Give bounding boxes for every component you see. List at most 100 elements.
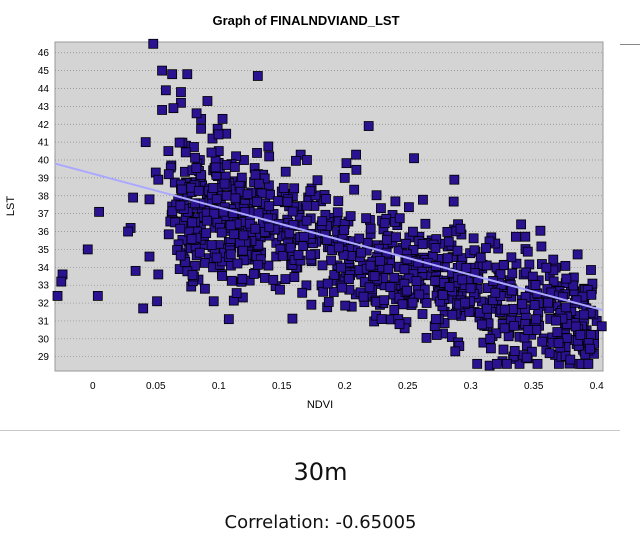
data-point [170,217,181,228]
data-point [186,234,197,244]
data-point [288,219,299,230]
data-point [305,186,316,197]
data-point [459,297,470,308]
data-point [326,255,336,266]
data-point [260,273,270,283]
data-point [506,252,517,263]
data-point [495,269,506,280]
data-point [444,282,455,292]
data-point [332,207,343,218]
data-point [321,194,331,204]
data-point [509,346,520,356]
data-point [578,309,589,320]
data-point [431,330,442,340]
data-point [144,251,155,262]
data-point [531,314,541,325]
y-tick-label: 31 [38,316,50,327]
data-point [333,196,344,206]
data-point [572,249,583,260]
data-point [383,263,394,274]
data-point [379,218,390,229]
data-point [144,194,155,205]
y-tick-label: 36 [38,227,50,238]
data-point [280,166,291,177]
data-point [229,229,239,240]
data-point [317,216,328,227]
data-point [498,260,509,271]
data-point [469,245,480,256]
data-point [517,298,528,309]
data-point [584,343,595,354]
data-point [176,87,186,97]
data-point [420,218,431,229]
data-point [264,201,275,212]
data-point [252,196,262,207]
data-point [363,121,374,131]
data-point [52,291,63,301]
data-point [328,287,339,297]
data-point [548,276,559,287]
data-point [130,265,141,276]
data-point [56,276,67,287]
data-point [287,206,298,217]
data-point [485,333,496,344]
data-point [527,271,538,282]
data-point [354,233,365,244]
data-point [194,247,205,258]
data-point [407,297,418,308]
data-point [202,96,213,106]
data-point [238,230,249,241]
y-tick-label: 46 [38,48,50,59]
data-point [302,200,312,211]
data-point [511,258,522,269]
data-point [226,275,237,286]
data-point [450,346,461,357]
data-point [264,222,275,233]
data-point [259,173,270,184]
data-point [211,252,222,263]
y-tick-label: 35 [38,245,50,256]
y-axis-label: LST [5,196,17,216]
data-point [299,231,309,242]
data-point [543,297,554,308]
data-point [187,270,198,280]
data-point [404,202,414,213]
data-point [242,189,253,200]
data-point [419,284,430,295]
data-point [537,336,548,347]
data-point [529,300,540,310]
data-point [250,223,261,234]
data-point [443,236,454,247]
data-point [571,295,582,306]
data-point [232,258,243,269]
data-point [411,276,422,287]
data-point [375,255,386,266]
data-point [469,268,480,279]
x-axis-ticks: 0 0.05 0.1 0.15 0.2 0.25 0.3 0.35 0.4 [90,381,604,392]
data-point [481,243,491,254]
data-point [481,260,492,271]
data-point [138,303,149,314]
data-point [218,206,229,217]
data-point [442,227,453,237]
data-point [389,304,400,315]
data-point [369,271,380,282]
data-point [498,344,509,355]
data-point [239,206,250,217]
data-point [163,146,174,156]
y-tick-label: 45 [38,66,50,77]
data-point [231,288,242,298]
data-point [236,172,247,183]
y-tick-label: 42 [38,120,50,131]
data-point [499,323,510,334]
data-point [264,151,275,162]
data-point [289,272,300,282]
x-tick-label: 0.35 [524,381,544,392]
data-point [583,358,594,369]
data-point [568,280,579,291]
data-point [376,314,387,324]
data-point [280,274,291,284]
data-point [486,343,496,354]
data-point [168,103,179,114]
data-point [351,149,361,160]
